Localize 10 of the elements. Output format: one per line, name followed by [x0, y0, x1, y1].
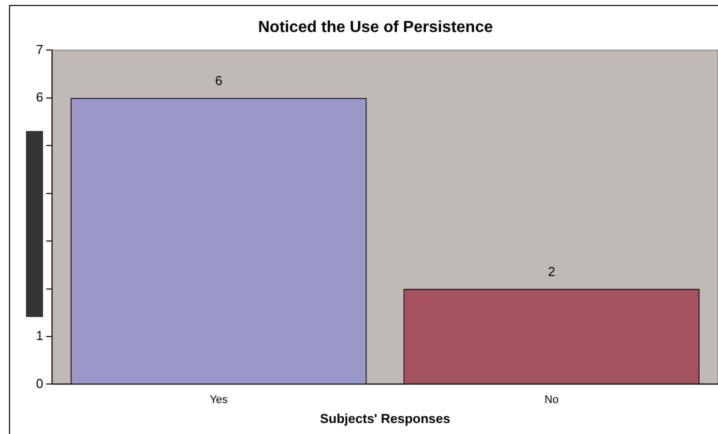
chart-title: Noticed the Use of Persistence [258, 19, 493, 36]
x-axis-title: Subjects' Responses [320, 410, 450, 426]
x-tick-label: No [544, 394, 559, 406]
y-tick-label: 6 [36, 89, 44, 104]
y-tick-label: 0 [36, 376, 44, 391]
y-tick-label: 7 [36, 42, 44, 57]
data-label: 2 [548, 264, 556, 279]
data-label: 6 [215, 72, 222, 88]
y-tick-label: 1 [36, 328, 44, 344]
x-tick-label: Yes [210, 394, 228, 406]
